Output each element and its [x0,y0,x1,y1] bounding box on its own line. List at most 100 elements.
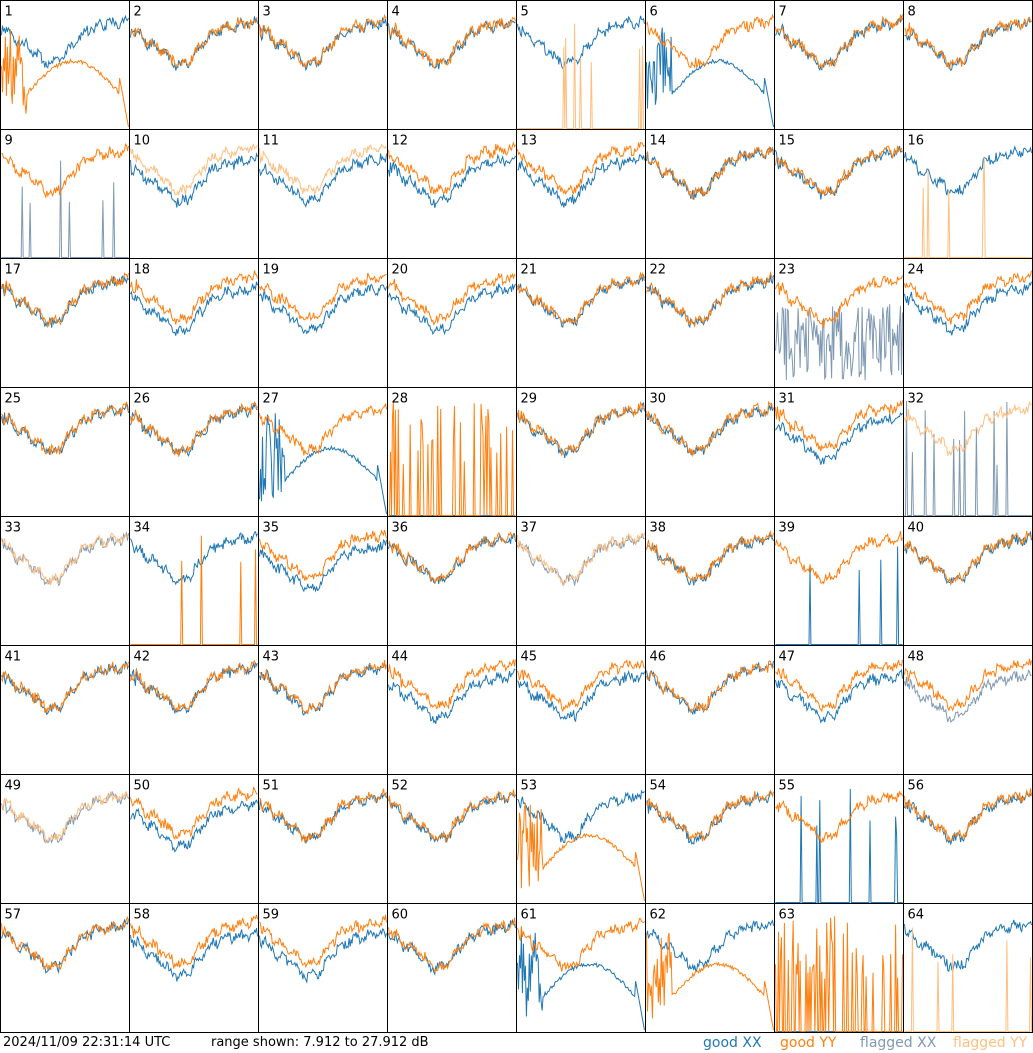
antenna-panel-59: 59 [259,908,387,984]
series-yy-antenna-3 [259,13,387,68]
series-xx-antenna-34 [130,531,258,586]
series-xx-antenna-47 [775,668,903,724]
antenna-panel-21: 21 [517,263,645,328]
series-yy-antenna-2 [130,17,258,67]
antenna-panel-31: 31 [775,392,903,465]
antenna-label-22: 22 [650,263,667,278]
series-yy-antenna-31 [775,399,903,452]
antenna-panel-46: 46 [646,650,774,716]
antenna-panel-36: 36 [388,521,516,585]
series-yy-antenna-59 [259,914,387,969]
legend-flagged-xx: flagged XX [860,1035,937,1051]
series-yy-antenna-33 [1,532,129,586]
antenna-label-49: 49 [5,779,22,794]
antenna-label-7: 7 [779,5,787,20]
series-yy-antenna-29 [517,400,645,457]
antenna-panel-23: 23 [775,263,903,381]
series-yy-antenna-39 [775,530,903,585]
series-xx-antenna-9 [1,160,129,258]
antenna-label-23: 23 [779,263,796,278]
series-yy-antenna-63 [775,916,903,1032]
series-xx-antenna-35 [259,539,387,593]
antenna-label-45: 45 [521,650,538,665]
antenna-panel-51: 51 [259,779,387,844]
antenna-label-34: 34 [134,521,151,536]
antenna-label-55: 55 [779,779,796,794]
antenna-panel-54: 54 [646,779,774,846]
antenna-label-41: 41 [5,650,22,665]
series-yy-antenna-28 [388,400,516,516]
series-yy-antenna-6 [646,13,774,70]
legend-flagged-yy: flagged YY [953,1035,1028,1051]
antenna-label-26: 26 [134,392,151,407]
antenna-panel-60: 60 [388,908,516,976]
series-xx-antenna-11 [259,153,387,208]
series-yy-antenna-40 [904,530,1032,587]
antenna-panel-18: 18 [130,263,258,336]
antenna-panel-10: 10 [130,134,258,208]
antenna-panel-15: 15 [775,134,903,200]
series-yy-antenna-44 [388,659,516,710]
antenna-label-50: 50 [134,779,151,794]
antenna-label-17: 17 [5,263,22,278]
series-yy-antenna-53 [517,802,645,901]
series-yy-antenna-58 [130,914,258,969]
antenna-label-53: 53 [521,779,538,794]
antenna-label-54: 54 [650,779,667,794]
series-yy-antenna-41 [1,661,129,713]
series-yy-antenna-20 [388,272,516,326]
antenna-panel-1: 1 [1,5,129,127]
series-xx-antenna-6 [646,27,774,127]
antenna-panel-27: 27 [259,392,387,514]
range-label: range shown: 7.912 to 27.912 dB [211,1035,429,1050]
series-yy-antenna-54 [646,790,774,842]
antenna-label-31: 31 [779,392,796,407]
antenna-panel-9: 9 [1,134,129,258]
antenna-panel-56: 56 [904,779,1032,846]
antenna-panel-7: 7 [775,5,903,72]
series-xx-antenna-8 [904,17,1032,72]
series-xx-antenna-12 [388,153,516,209]
series-yy-antenna-45 [517,659,645,713]
antenna-label-24: 24 [908,263,925,278]
antenna-label-25: 25 [5,392,22,407]
series-xx-antenna-19 [259,284,387,335]
antenna-panel-33: 33 [1,521,129,587]
series-yy-antenna-55 [775,791,903,844]
series-yy-antenna-42 [130,660,258,712]
antenna-label-46: 46 [650,650,667,665]
series-yy-antenna-38 [646,529,774,584]
antenna-panel-50: 50 [130,779,258,853]
series-yy-antenna-61 [517,917,645,972]
series-yy-antenna-34 [130,535,258,645]
antenna-panel-55: 55 [775,779,903,903]
series-yy-antenna-64 [904,927,1032,1032]
series-yy-antenna-4 [388,16,516,69]
antenna-label-29: 29 [521,392,538,407]
legend-good-yy: good YY [780,1035,837,1051]
series-xx-antenna-64 [904,919,1032,973]
series-yy-antenna-16 [904,157,1032,258]
series-xx-antenna-51 [259,792,387,844]
antenna-label-38: 38 [650,521,667,536]
antenna-panel-58: 58 [130,908,258,982]
antenna-panel-47: 47 [775,650,903,724]
antenna-label-5: 5 [521,5,529,20]
series-yy-antenna-35 [259,529,387,581]
antenna-label-64: 64 [908,908,925,923]
series-yy-antenna-17 [1,272,129,329]
series-xx-antenna-39 [775,546,903,645]
series-xx-antenna-27 [259,413,387,514]
antenna-label-28: 28 [392,392,409,407]
series-xx-antenna-15 [775,145,903,200]
antenna-panel-52: 52 [388,779,516,843]
series-yy-antenna-24 [904,270,1032,325]
antenna-label-40: 40 [908,521,925,536]
antenna-panel-32: 32 [904,392,1032,516]
antenna-panel-62: 62 [646,908,774,1030]
series-xx-antenna-18 [130,281,258,336]
antenna-label-52: 52 [392,779,409,794]
antenna-label-60: 60 [392,908,409,923]
series-yy-antenna-50 [130,786,258,840]
